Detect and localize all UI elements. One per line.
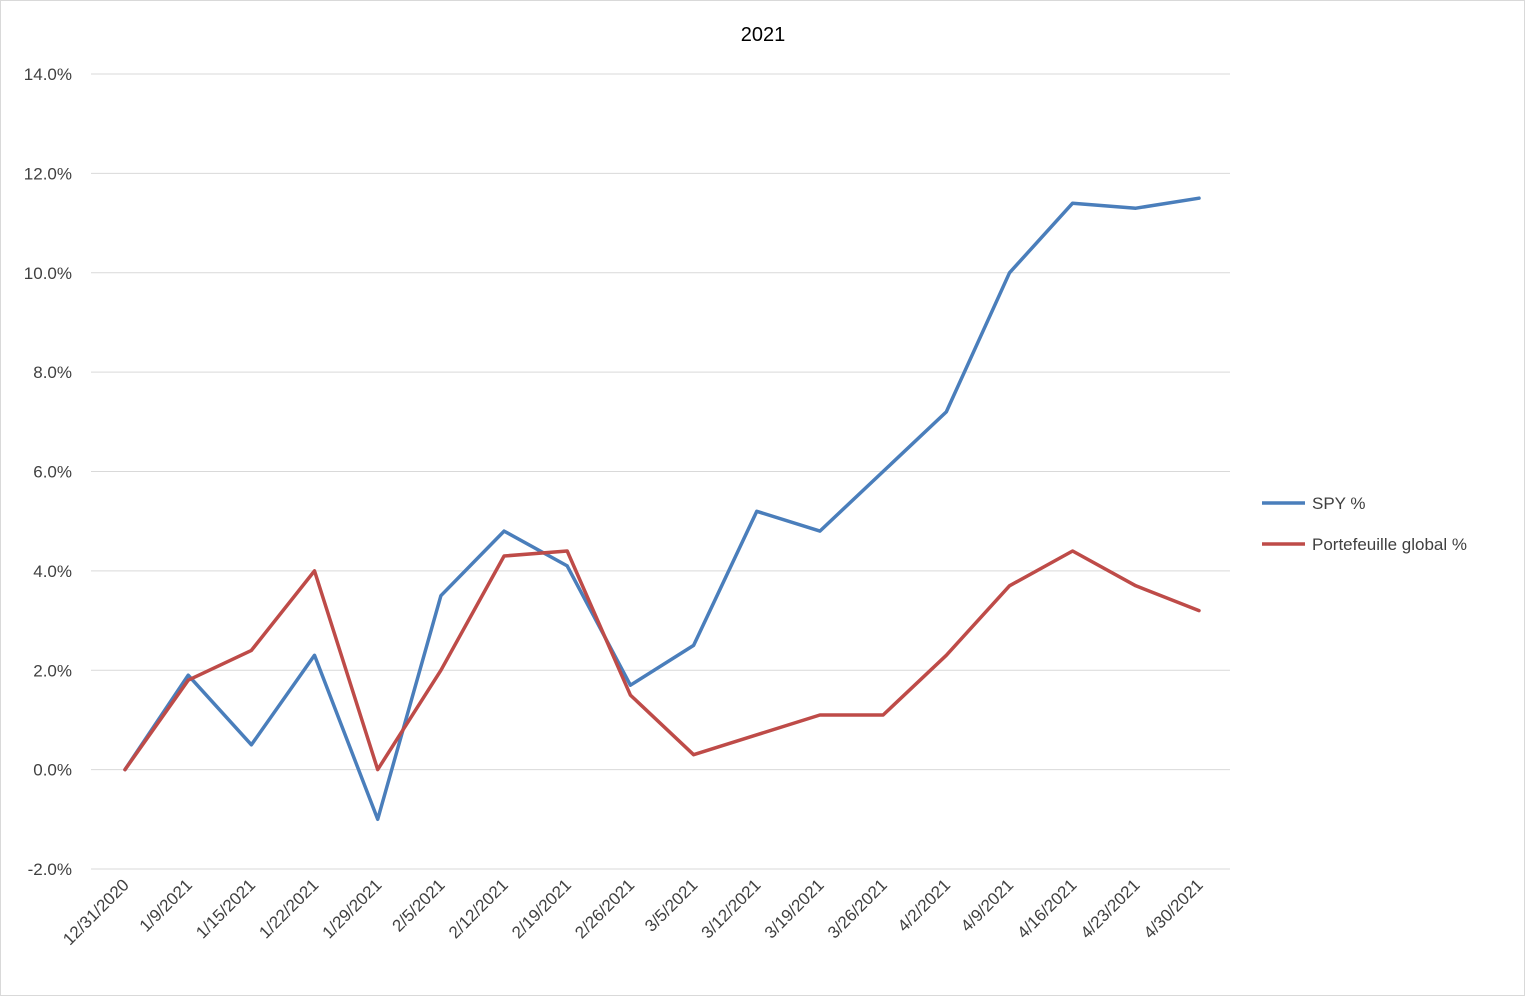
series-line-spy [123, 196, 1201, 822]
x-tick-label: 1/29/2021 [319, 875, 386, 942]
chart-title: 2021 [741, 24, 786, 46]
y-tick-label: 2.0% [33, 661, 72, 680]
y-tick-label: 10.0% [24, 264, 72, 283]
x-tick-label: 1/15/2021 [192, 875, 259, 942]
x-tick-label: 4/2/2021 [894, 875, 954, 935]
x-tick-label: 4/9/2021 [957, 875, 1017, 935]
x-axis-tick-labels: 12/31/2020 1/9/20211/15/20211/22/20211/29… [59, 875, 1207, 949]
x-tick-label: 3/26/2021 [824, 875, 891, 942]
y-tick-label: 0.0% [33, 761, 72, 780]
y-tick-label: -2.0% [28, 860, 72, 879]
legend-label: SPY % [1312, 494, 1366, 513]
x-tick-label: 4/23/2021 [1077, 875, 1144, 942]
x-tick-label: 2/12/2021 [445, 875, 512, 942]
x-tick-label: 2/5/2021 [388, 875, 448, 935]
y-tick-label: 8.0% [33, 363, 72, 382]
x-tick-label: 4/16/2021 [1014, 875, 1081, 942]
y-tick-label: 12.0% [24, 164, 72, 183]
legend-label: Portefeuille global % [1312, 535, 1467, 554]
x-tick-label: 1/9/2021 [136, 875, 196, 935]
x-tick-label: 2/26/2021 [571, 875, 638, 942]
y-tick-label: 4.0% [33, 562, 72, 581]
x-tick-label: 3/19/2021 [761, 875, 828, 942]
y-axis-tick-labels: -2.0% 0.0% 2.0% 4.0% 6.0% 8.0% 10.0% 12.0% 14.0% [24, 65, 72, 879]
x-tick-label: 4/30/2021 [1140, 875, 1207, 942]
y-tick-label: 6.0% [33, 463, 72, 482]
x-tick-label: 3/12/2021 [698, 875, 765, 942]
x-tick-label: 12/31/2020 [59, 875, 133, 949]
x-tick-label: 1/22/2021 [255, 875, 322, 942]
x-tick-label: 2/19/2021 [508, 875, 575, 942]
y-tick-label: 14.0% [24, 65, 72, 84]
legend: SPY % Portefeuille global % [1262, 494, 1467, 554]
x-tick-label: 3/5/2021 [641, 875, 701, 935]
series-line-portefeuille-global [123, 549, 1201, 772]
gridlines [91, 73, 1230, 870]
series-lines [123, 196, 1201, 822]
